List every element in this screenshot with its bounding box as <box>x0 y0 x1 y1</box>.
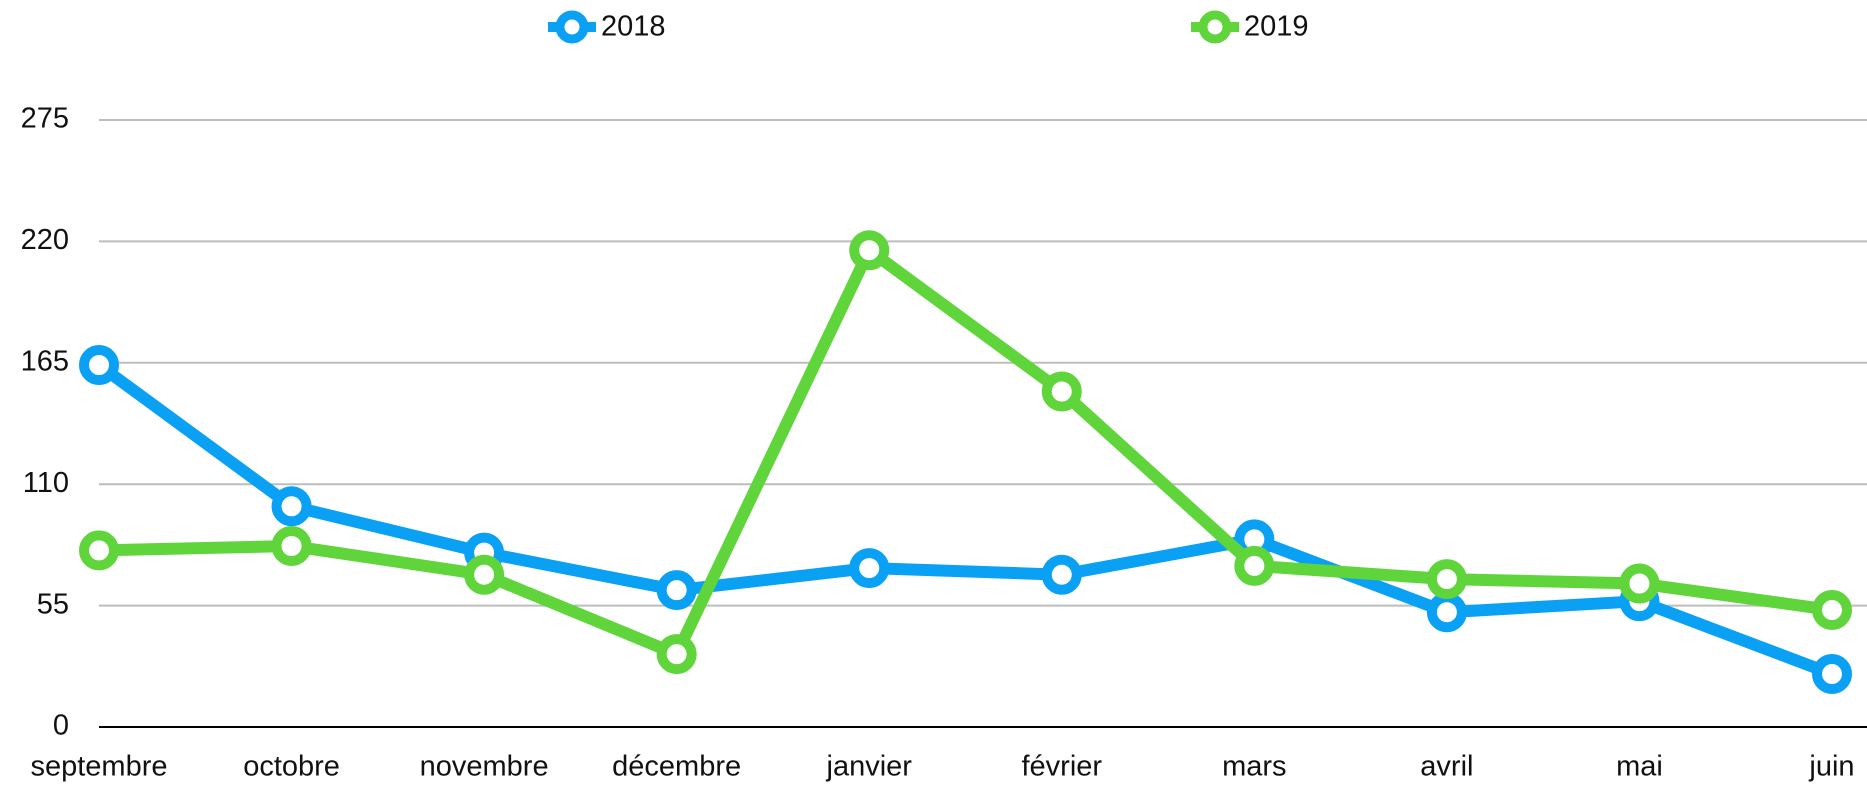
data-point <box>464 554 505 595</box>
y-tick-label: 0 <box>53 710 69 742</box>
data-point <box>1426 559 1467 600</box>
data-point <box>656 570 697 611</box>
data-point <box>1812 590 1852 631</box>
data-point <box>1041 554 1082 595</box>
data-point <box>1619 563 1660 604</box>
data-point <box>1812 654 1852 695</box>
legend-label: 2018 <box>601 11 666 43</box>
data-point <box>849 230 890 271</box>
data-point <box>1426 592 1467 633</box>
x-tick-label: avril <box>1420 751 1473 783</box>
x-tick-label: novembre <box>420 751 549 783</box>
data-point <box>656 634 697 675</box>
x-tick-label: juin <box>1808 751 1854 783</box>
y-tick-label: 110 <box>23 467 69 499</box>
x-tick-label: mars <box>1222 751 1286 783</box>
y-tick-label: 220 <box>21 224 69 256</box>
data-point <box>1234 545 1275 586</box>
x-tick-label: septembre <box>30 751 167 783</box>
series-line <box>95 360 1835 680</box>
y-tick-label: 165 <box>21 345 69 377</box>
x-tick-label: octobre <box>243 751 340 783</box>
data-point <box>1041 371 1082 412</box>
data-point <box>271 486 312 527</box>
data-point <box>849 548 890 589</box>
data-point <box>271 526 312 567</box>
x-tick-label: janvier <box>826 751 913 783</box>
x-tick-label: décembre <box>612 751 741 783</box>
y-tick-label: 275 <box>21 103 69 135</box>
legend-marker <box>1198 10 1232 44</box>
legend-label: 2019 <box>1244 11 1309 43</box>
data-point <box>79 530 119 571</box>
data-point <box>79 345 119 386</box>
series-line <box>98 244 1833 661</box>
legend-marker <box>555 10 589 44</box>
x-tick-label: mai <box>1616 751 1663 783</box>
y-tick-label: 55 <box>37 588 69 620</box>
x-tick-label: février <box>1021 751 1102 783</box>
